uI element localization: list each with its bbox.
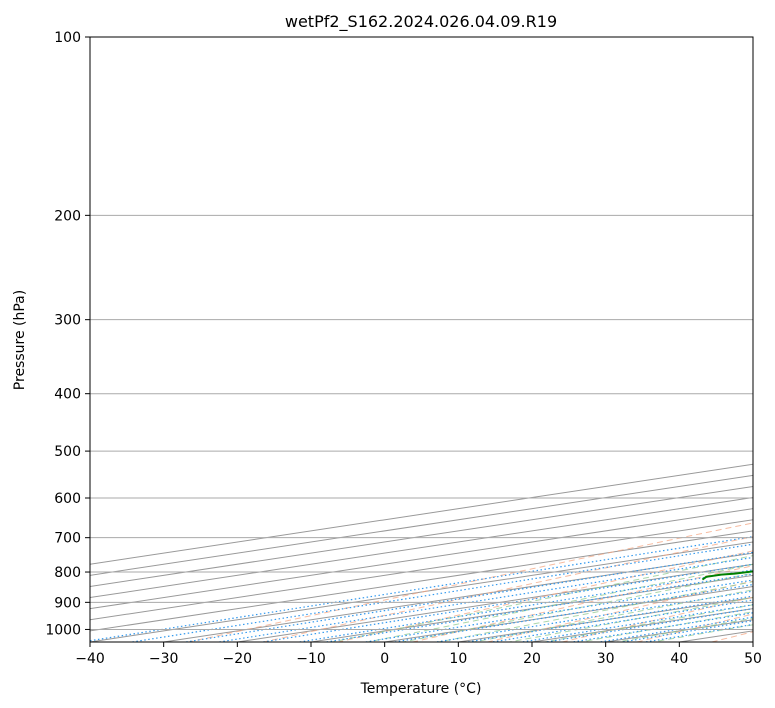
moist-adiabat-line — [364, 563, 753, 642]
isotherm-line — [90, 541, 753, 642]
background-lines — [90, 463, 753, 642]
mixing-ratio-line — [361, 579, 753, 642]
dry-adiabat-line — [261, 536, 753, 642]
y-tick-label: 600 — [54, 491, 81, 507]
mixing-ratio-line — [463, 595, 753, 642]
isotherm-line — [90, 530, 753, 632]
mixing-ratio-line — [322, 573, 753, 642]
x-tick-label: 40 — [670, 651, 688, 667]
moist-adiabat-line — [542, 604, 753, 642]
x-tick-label: 0 — [380, 651, 389, 667]
y-axis-label: Pressure (hPa) — [12, 290, 28, 390]
dry-adiabat-line — [485, 580, 753, 642]
moist-adiabat-line — [471, 589, 753, 642]
isotherm-line — [531, 608, 753, 642]
isotherm-line — [90, 485, 753, 587]
isotherm-line — [90, 508, 753, 610]
moist-adiabat-line — [400, 572, 753, 642]
x-tick-label: 20 — [523, 651, 541, 667]
y-tick-label: 100 — [54, 30, 81, 46]
x-tick-label: −20 — [223, 651, 253, 667]
x-tick-label: −40 — [75, 651, 105, 667]
x-tick-label: −30 — [149, 651, 179, 667]
dry-adiabat-line — [709, 631, 753, 642]
moist-adiabat-line — [435, 581, 753, 642]
x-axis-ticks: −40 −30 −20 −10 0 10 20 30 40 50 — [75, 642, 762, 667]
y-tick-label: 300 — [54, 313, 81, 329]
dewpoint-profile-line — [701, 570, 753, 581]
x-tick-label: 50 — [744, 651, 762, 667]
y-tick-label: 800 — [54, 565, 81, 581]
chart-title: wetPf2_S162.2024.026.04.09.R19 — [285, 12, 557, 32]
x-tick-label: 10 — [449, 651, 467, 667]
y-tick-label: 1000 — [45, 622, 81, 638]
isotherm-line — [752, 641, 753, 642]
isotherm-line — [90, 497, 753, 599]
mixing-ratio-line — [295, 569, 753, 642]
x-tick-label: −10 — [296, 651, 326, 667]
plot-frame — [89, 36, 754, 643]
mixing-ratio-line — [258, 563, 753, 642]
pressure-gridlines — [90, 36, 753, 630]
y-tick-label: 700 — [54, 531, 81, 547]
isotherm-line — [90, 474, 753, 576]
y-tick-label: 500 — [54, 444, 81, 460]
y-tick-label: 200 — [54, 208, 81, 224]
mixing-ratio-line — [569, 612, 753, 642]
profile-lines — [701, 570, 753, 581]
isotherm-line — [90, 519, 753, 621]
mixing-ratio-line — [128, 543, 753, 642]
y-axis-ticks: 100 200 300 400 500 600 700 800 900 1000 — [45, 30, 90, 638]
mixing-ratio-line — [181, 551, 753, 642]
isotherm-line — [90, 463, 753, 565]
x-axis-label: Temperature (°C) — [360, 681, 482, 697]
x-tick-label: 30 — [597, 651, 615, 667]
dry-adiabat-line — [560, 596, 753, 642]
moist-adiabat-line — [506, 597, 753, 642]
isotherm-line — [384, 585, 753, 642]
y-tick-label: 900 — [54, 595, 81, 611]
dry-adiabat-line — [410, 565, 753, 642]
y-tick-label: 400 — [54, 387, 81, 403]
